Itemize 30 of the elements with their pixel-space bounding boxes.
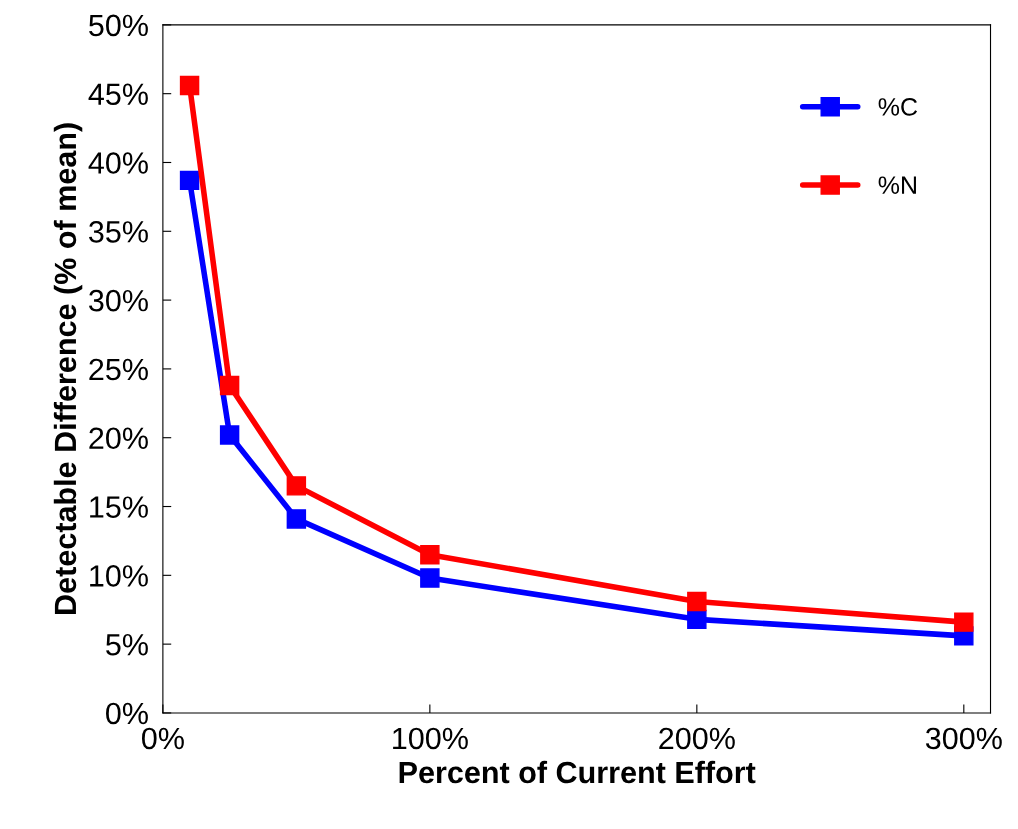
point [286, 509, 307, 529]
x-tick-label: 100% [393, 727, 468, 750]
y-tick-label: 30% [89, 289, 148, 312]
point [219, 425, 240, 445]
point [219, 375, 240, 396]
y-tick-label: 40% [88, 152, 148, 174]
point [420, 544, 440, 565]
point [179, 170, 200, 191]
x-axis-title: Percent of Current Effort [399, 760, 756, 784]
legend-label: %N [878, 176, 916, 194]
y-tick-label: 0% [106, 702, 148, 725]
y-tick-label: 50% [89, 14, 148, 37]
point [179, 75, 200, 96]
y-tick-label: 10% [90, 565, 148, 587]
y-tick-label: 20% [89, 427, 148, 450]
point [687, 591, 707, 612]
legend-label: %C [878, 98, 918, 116]
y-tick-label: 45% [88, 83, 148, 106]
x-tick-label: 300% [925, 727, 1002, 750]
y-tick-label: 35% [89, 221, 148, 243]
point [687, 609, 707, 630]
y-tick-label: 5% [106, 634, 148, 656]
y-tick-label: 15% [90, 496, 148, 518]
y-axis-title: Detectable Difference (% of mean) [53, 123, 83, 614]
point [286, 476, 307, 496]
y-tick-label: 25% [89, 358, 148, 381]
x-tick-label: 0% [141, 727, 184, 750]
x-tick-label: 200% [659, 727, 735, 750]
point [420, 568, 440, 588]
point [954, 612, 974, 632]
